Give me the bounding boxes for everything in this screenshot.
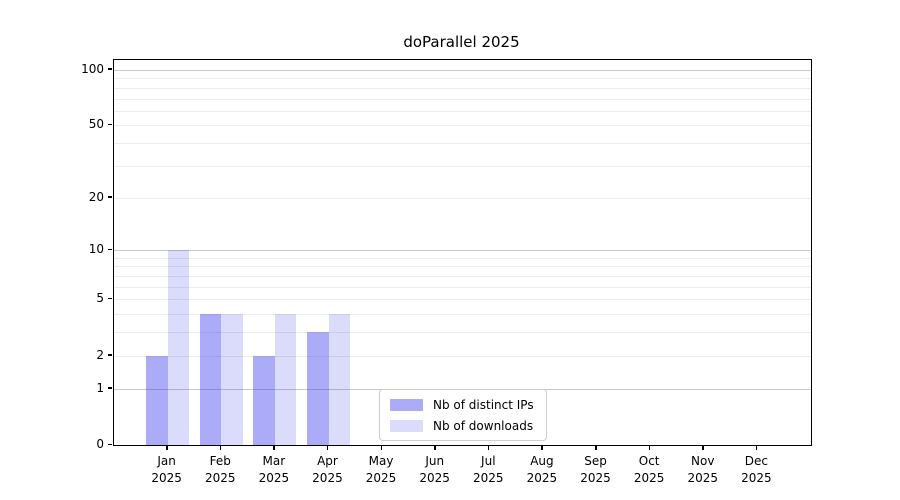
bar-jan-series0 bbox=[146, 355, 168, 445]
xtick-label-may: May 2025 bbox=[365, 454, 397, 485]
xtick-mark-may bbox=[380, 445, 383, 450]
bar-apr-series0 bbox=[307, 332, 329, 445]
xtick-mark-feb bbox=[219, 445, 222, 450]
xtick-mark-jun bbox=[434, 445, 436, 450]
xtick-mark-jul bbox=[487, 445, 490, 450]
ytick-mark-0 bbox=[108, 443, 112, 445]
legend-label-distinct-ips: Nb of distinct IPs bbox=[433, 397, 534, 412]
legend-swatch-downloads-icon bbox=[390, 419, 423, 432]
xtick-mark-dec bbox=[755, 445, 758, 450]
plot-area: Nb of distinct IPs Nb of downloads bbox=[113, 59, 812, 446]
ytick-mark-100 bbox=[108, 68, 112, 70]
gridline-3 bbox=[114, 332, 811, 334]
gridline-30 bbox=[114, 165, 811, 167]
ytick-mark-20 bbox=[108, 196, 112, 198]
gridline-20 bbox=[114, 197, 811, 199]
xtick-mark-mar bbox=[273, 445, 275, 450]
bar-jan-series1 bbox=[167, 250, 190, 445]
xtick-mark-sep bbox=[595, 445, 597, 450]
gridline-70 bbox=[114, 98, 811, 100]
bar-mar-series0 bbox=[253, 355, 275, 445]
legend: Nb of distinct IPs Nb of downloads bbox=[379, 389, 547, 441]
ytick-mark-1 bbox=[108, 387, 112, 389]
ytick-label-5: 5 bbox=[96, 291, 104, 306]
legend-item-distinct-ips: Nb of distinct IPs bbox=[390, 396, 534, 413]
gridline-50 bbox=[114, 125, 811, 127]
ytick-mark-2 bbox=[108, 354, 112, 356]
gridline-80 bbox=[114, 87, 811, 89]
xtick-mark-jan bbox=[166, 445, 168, 450]
ytick-mark-5 bbox=[108, 297, 112, 300]
ytick-label-10: 10 bbox=[88, 242, 104, 257]
ytick-label-1: 1 bbox=[96, 380, 104, 395]
gridline-40 bbox=[114, 143, 811, 145]
xtick-label-jan: Jan 2025 bbox=[151, 454, 182, 485]
ytick-label-50: 50 bbox=[88, 117, 104, 132]
gridline-8 bbox=[114, 266, 811, 268]
gridline-90 bbox=[114, 78, 811, 80]
gridline-6 bbox=[114, 286, 811, 288]
bar-feb-series1 bbox=[221, 314, 243, 445]
ytick-mark-50 bbox=[108, 123, 112, 126]
xtick-mark-aug bbox=[541, 445, 543, 450]
xtick-mark-nov bbox=[702, 445, 704, 450]
gridline-7 bbox=[114, 276, 811, 277]
bar-apr-series1 bbox=[328, 314, 350, 445]
xtick-label-mar: Mar 2025 bbox=[258, 454, 290, 485]
legend-label-downloads: Nb of downloads bbox=[433, 418, 534, 433]
bar-feb-series0 bbox=[199, 314, 222, 445]
legend-swatch-distinct-ips-icon bbox=[390, 398, 423, 411]
xtick-label-sep: Sep 2025 bbox=[580, 454, 611, 485]
gridline-9 bbox=[114, 257, 811, 259]
xtick-mark-apr bbox=[326, 445, 329, 450]
bar-mar-series1 bbox=[274, 314, 297, 445]
ytick-label-0: 0 bbox=[96, 437, 104, 451]
xtick-label-oct: Oct 2025 bbox=[633, 454, 665, 485]
gridline-10 bbox=[114, 250, 811, 252]
xtick-label-jun: Jun 2025 bbox=[419, 454, 450, 485]
xtick-mark-oct bbox=[648, 445, 651, 450]
chart-title: doParallel 2025 bbox=[403, 33, 520, 51]
xtick-label-dec: Dec 2025 bbox=[741, 454, 772, 485]
gridline-4 bbox=[114, 314, 811, 316]
xtick-label-feb: Feb 2025 bbox=[204, 454, 236, 485]
ytick-label-100: 100 bbox=[81, 61, 104, 76]
gridline-2 bbox=[114, 355, 811, 357]
xtick-label-apr: Apr 2025 bbox=[312, 454, 343, 485]
xtick-label-nov: Nov 2025 bbox=[687, 454, 719, 485]
gridline-100 bbox=[114, 69, 811, 71]
ytick-label-2: 2 bbox=[96, 347, 104, 362]
gridline-5 bbox=[114, 299, 811, 301]
xtick-label-aug: Aug 2025 bbox=[526, 454, 558, 485]
ytick-label-20: 20 bbox=[88, 189, 104, 204]
legend-item-downloads: Nb of downloads bbox=[390, 417, 534, 434]
xtick-label-jul: Jul 2025 bbox=[473, 454, 504, 485]
ytick-mark-10 bbox=[108, 248, 112, 251]
gridline-60 bbox=[114, 110, 811, 112]
